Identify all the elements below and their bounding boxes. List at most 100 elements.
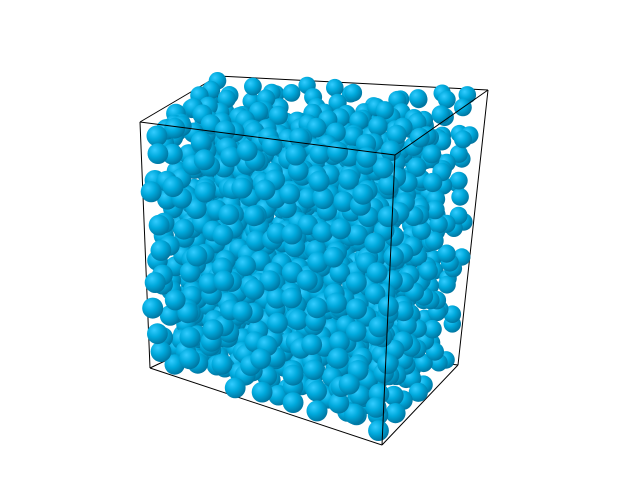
particle-sphere bbox=[246, 230, 267, 252]
particle-sphere bbox=[418, 261, 438, 281]
particle-sphere bbox=[313, 188, 334, 210]
particle-sphere bbox=[303, 359, 324, 380]
particle-sphere bbox=[177, 302, 199, 324]
particle-sphere bbox=[164, 117, 186, 139]
particle-sphere bbox=[259, 270, 281, 292]
particle-sphere bbox=[383, 385, 404, 406]
particle-sphere bbox=[162, 176, 184, 198]
particle-sphere bbox=[323, 246, 344, 268]
particle-sphere bbox=[220, 146, 242, 168]
particle-sphere bbox=[372, 157, 394, 179]
particle-sphere bbox=[146, 125, 168, 147]
box-edge bbox=[394, 89, 489, 156]
particle-sphere bbox=[326, 78, 344, 97]
particle-sphere bbox=[338, 373, 360, 395]
particle-sphere bbox=[366, 262, 388, 283]
particle-sphere bbox=[243, 205, 265, 227]
particle-sphere bbox=[243, 278, 265, 300]
particle-sphere bbox=[306, 117, 327, 138]
particle-sphere bbox=[423, 172, 443, 193]
box-edge bbox=[381, 364, 459, 446]
particle-sphere bbox=[306, 297, 328, 319]
particle-sphere bbox=[308, 170, 330, 192]
particle-sphere bbox=[368, 316, 390, 338]
particle-sphere bbox=[268, 105, 288, 125]
particle-sphere bbox=[454, 130, 472, 149]
particle-sphere bbox=[236, 140, 258, 162]
particle-sphere bbox=[386, 124, 407, 145]
particle-sphere bbox=[368, 420, 389, 441]
particle-sphere bbox=[451, 188, 469, 206]
particle-sphere bbox=[330, 218, 351, 240]
particle-sphere bbox=[190, 131, 212, 153]
particle-sphere bbox=[282, 392, 304, 413]
particle-sphere bbox=[312, 221, 334, 243]
particle-sphere bbox=[327, 141, 349, 163]
particle-sphere bbox=[346, 298, 367, 320]
particle-sphere bbox=[327, 347, 349, 369]
particle-sphere bbox=[423, 319, 442, 339]
particle-sphere bbox=[213, 270, 235, 292]
box-edge bbox=[381, 154, 396, 446]
particle-sphere bbox=[235, 255, 256, 277]
particle-sphere bbox=[406, 157, 427, 177]
particle-sphere bbox=[414, 353, 433, 373]
particle-sphere bbox=[380, 140, 402, 161]
particle-sphere bbox=[429, 215, 448, 234]
particle-sphere bbox=[148, 214, 170, 236]
particle-sphere bbox=[375, 101, 394, 120]
particle-sphere bbox=[424, 231, 444, 251]
particle-sphere bbox=[144, 272, 166, 293]
particle-sphere bbox=[306, 380, 327, 402]
particle-sphere bbox=[282, 84, 301, 102]
particle-sphere bbox=[231, 177, 253, 199]
particle-sphere bbox=[179, 261, 201, 283]
particle-sphere bbox=[140, 181, 162, 203]
particle-sphere bbox=[231, 301, 253, 323]
particle-sphere bbox=[194, 181, 216, 203]
particle-sphere bbox=[164, 289, 186, 311]
particle-sphere bbox=[344, 83, 363, 102]
particle-sphere bbox=[345, 321, 367, 342]
particle-sphere bbox=[325, 292, 347, 314]
particle-sphere bbox=[343, 403, 365, 425]
particle-sphere bbox=[147, 143, 169, 165]
particle-sphere bbox=[338, 169, 360, 190]
particle-sphere bbox=[301, 334, 323, 355]
particle-sphere bbox=[437, 244, 456, 263]
particle-cloud bbox=[140, 72, 479, 441]
particle-sphere bbox=[377, 206, 399, 228]
particle-sphere bbox=[244, 77, 262, 96]
particle-sphere bbox=[329, 331, 350, 353]
particle-sphere bbox=[285, 144, 307, 166]
box-front-edges bbox=[139, 89, 489, 446]
particle-sphere bbox=[377, 353, 399, 375]
particle-sphere bbox=[329, 262, 351, 284]
particle-sphere bbox=[142, 297, 164, 319]
particle-sphere bbox=[224, 377, 246, 399]
particle-sphere bbox=[365, 283, 386, 305]
particle-sphere bbox=[250, 348, 272, 370]
particle-sphere bbox=[347, 224, 368, 246]
particle-sphere bbox=[364, 232, 386, 254]
particle-sphere bbox=[422, 144, 442, 164]
particle-sphere bbox=[383, 246, 404, 267]
particle-sphere bbox=[409, 89, 428, 108]
particle-sphere bbox=[345, 271, 367, 293]
particle-sphere bbox=[287, 309, 309, 331]
particle-sphere bbox=[306, 400, 328, 422]
particle-sphere bbox=[297, 188, 318, 209]
particle-sphere bbox=[150, 240, 172, 261]
particle-sphere bbox=[411, 220, 431, 240]
particle-sphere bbox=[179, 326, 201, 348]
particle-sphere bbox=[307, 251, 329, 273]
particle-sphere bbox=[193, 149, 215, 171]
particle-sphere bbox=[352, 183, 374, 205]
particle-sphere bbox=[254, 179, 276, 201]
box-edge bbox=[149, 367, 383, 446]
particle-sphere bbox=[179, 348, 200, 370]
particle-sphere bbox=[186, 245, 208, 267]
particle-sphere bbox=[431, 105, 451, 124]
